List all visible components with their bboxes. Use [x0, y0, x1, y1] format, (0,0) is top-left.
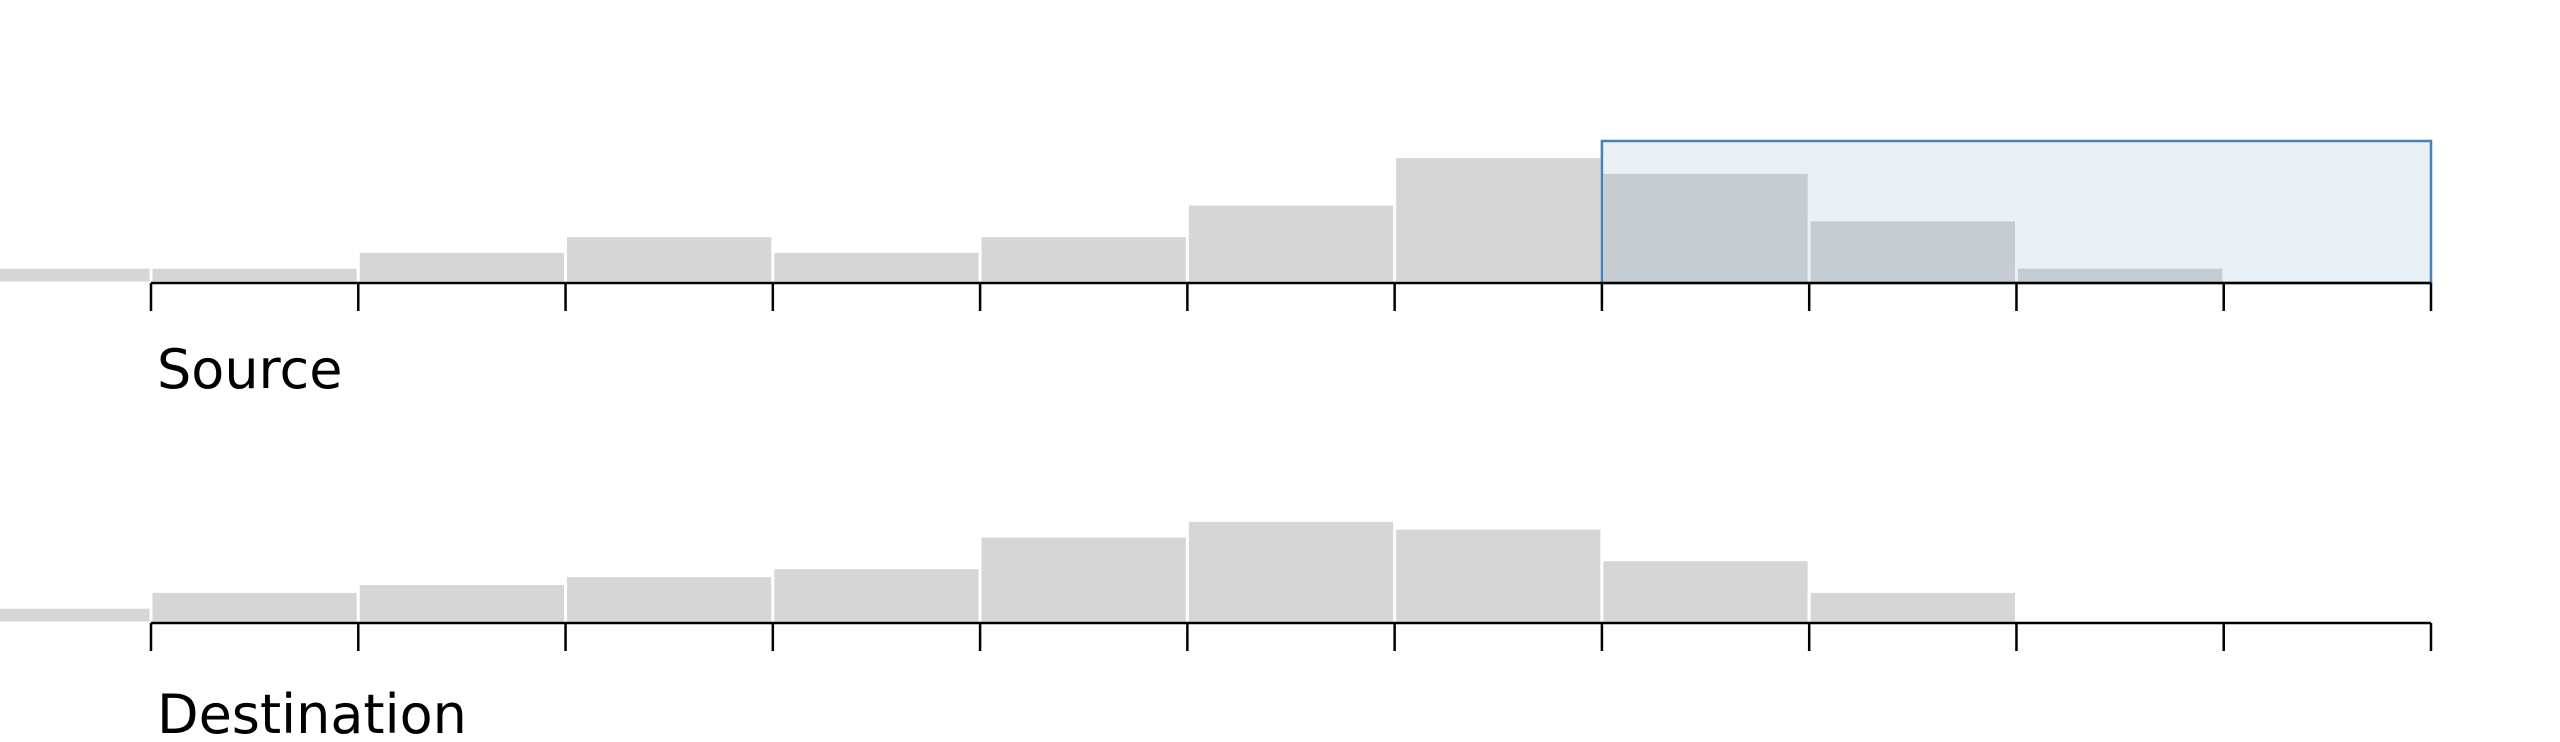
source-histogram: Source: [0, 141, 2431, 401]
source-bar-overflow: [0, 267, 151, 283]
source-brush-selection[interactable]: [1602, 141, 2431, 283]
destination-histogram: Destination: [0, 520, 2431, 742]
destination-bar-6: [1395, 528, 1602, 623]
source-bar-4: [980, 236, 1187, 283]
destination-bar-4: [980, 536, 1187, 623]
source-bar-2: [566, 236, 773, 283]
destination-bar-1: [358, 584, 565, 624]
destination-title: Destination: [157, 683, 467, 742]
destination-bar-2: [566, 576, 773, 623]
destination-bar-5: [1187, 520, 1394, 623]
source-bar-6: [1395, 157, 1602, 283]
destination-bar-7: [1602, 560, 1809, 623]
source-title: Source: [157, 338, 342, 401]
source-bar-5: [1187, 204, 1394, 283]
destination-bar-8: [1809, 591, 2016, 623]
source-bar-3: [773, 251, 980, 283]
destination-bar-overflow: [0, 607, 151, 623]
source-bar-0: [151, 267, 358, 283]
source-bar-1: [358, 251, 565, 283]
destination-bar-0: [151, 591, 358, 623]
destination-bar-3: [773, 568, 980, 623]
